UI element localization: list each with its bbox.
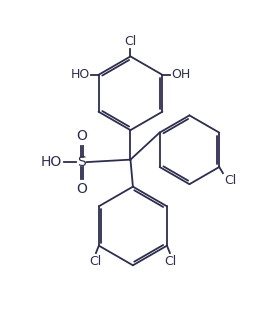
Text: Cl: Cl bbox=[224, 174, 236, 187]
Text: Cl: Cl bbox=[89, 255, 101, 268]
Text: S: S bbox=[77, 155, 86, 169]
Text: HO: HO bbox=[71, 68, 90, 81]
Text: O: O bbox=[77, 129, 88, 143]
Text: Cl: Cl bbox=[124, 35, 137, 48]
Text: HO: HO bbox=[41, 155, 62, 169]
Text: Cl: Cl bbox=[165, 255, 177, 268]
Text: OH: OH bbox=[171, 68, 190, 81]
Text: O: O bbox=[77, 182, 88, 196]
